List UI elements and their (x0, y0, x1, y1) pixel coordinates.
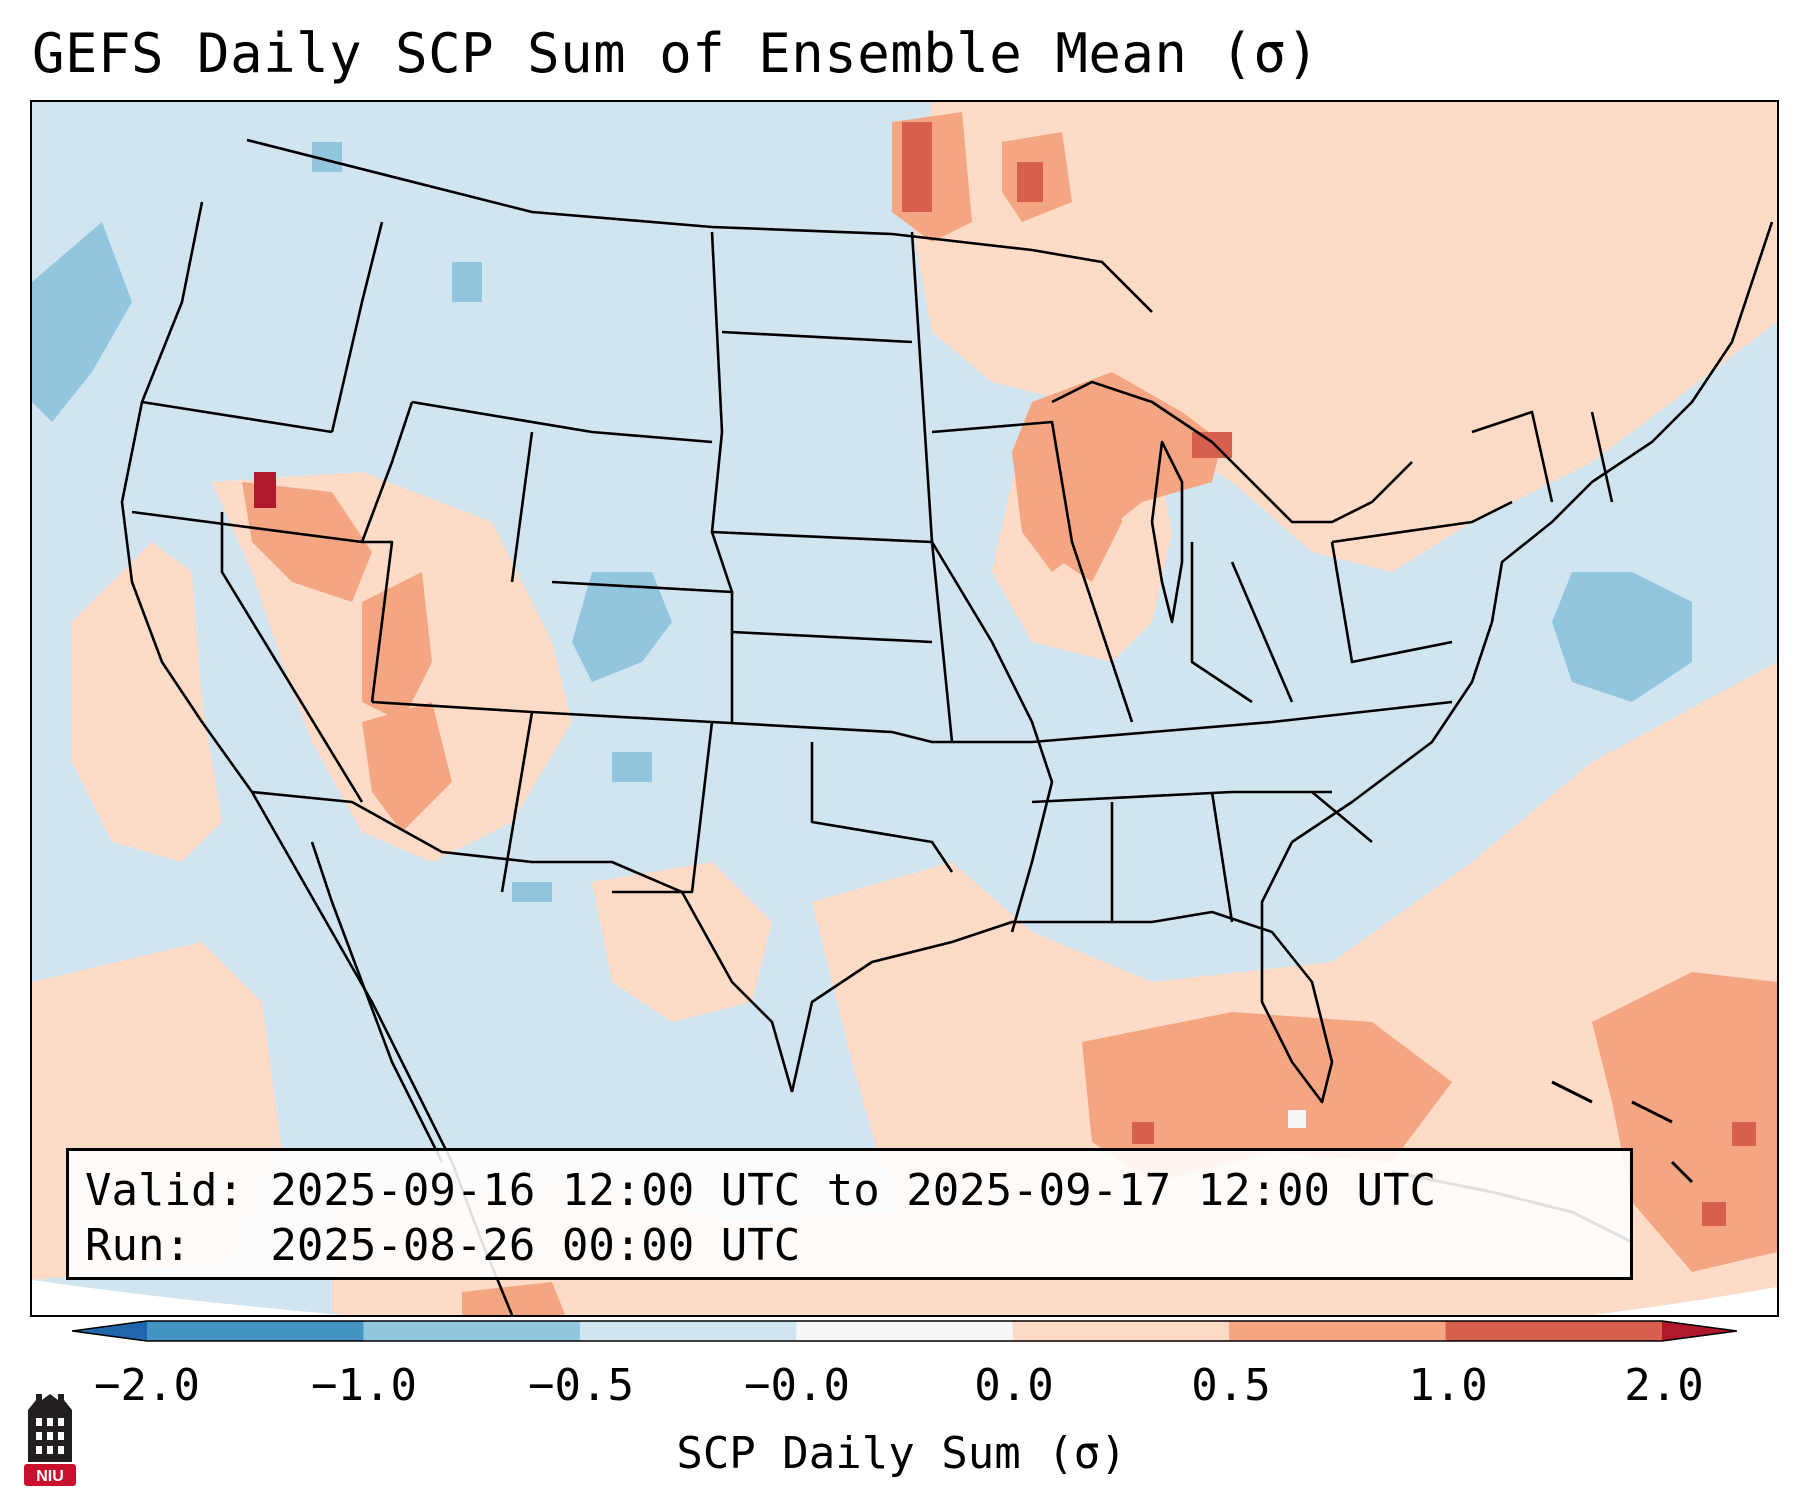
valid-time-text: Valid: 2025-09-16 12:00 UTC to 2025-09-1… (85, 1165, 1437, 1216)
tick-label: 1.0 (1408, 1360, 1488, 1411)
border-great-lakes (1051, 380, 1413, 524)
map-panel (30, 100, 1779, 1317)
logo-red-band (24, 1464, 76, 1486)
border-ohio-pa (1230, 541, 1453, 703)
border-us-mexico (251, 790, 794, 1093)
colorbar (72, 1320, 1737, 1342)
strong-cell-michigan (1192, 432, 1232, 458)
near-zero-cell (1288, 1110, 1306, 1128)
mid-region-south-bottom (462, 1282, 566, 1315)
tick-label: 2.0 (1624, 1360, 1704, 1411)
mid-region-arizona (362, 702, 452, 832)
anomaly-mid-negative (32, 142, 1692, 902)
tick-label: −0.0 (744, 1360, 850, 1411)
border-wa-or (141, 400, 333, 434)
border-tn-south (1031, 790, 1373, 923)
strong-cell-atlantic-1 (1732, 1122, 1756, 1146)
border-id (330, 221, 414, 543)
chart-title: GEFS Daily SCP Sum of Ensemble Mean (σ) (32, 22, 1320, 85)
colorbar-bin (147, 1321, 364, 1341)
pos-region-california-coast (72, 542, 222, 862)
logo-windows-icon (36, 1418, 64, 1454)
bahamas (1551, 1080, 1694, 1184)
mid-region-wisconsin (1042, 432, 1122, 582)
strong-cell-gulf (1132, 1122, 1154, 1144)
border-canada-us (246, 138, 1153, 313)
colorbar-under-arrow (72, 1321, 147, 1341)
border-nv-ut (362, 540, 394, 703)
border-northeast (1331, 410, 1614, 544)
coast-gulf (790, 841, 1334, 1104)
run-time-text: Run: 2025-08-26 00:00 UTC (85, 1220, 801, 1271)
border-nm-tx (612, 720, 1032, 894)
border-plains (711, 231, 954, 743)
colorbar-bins (147, 1321, 1663, 1341)
neg-region-pacific-nw (32, 222, 132, 422)
neg-region-colorado (572, 572, 672, 682)
strong-cell-manitoba (1017, 162, 1043, 202)
border-az-nm (500, 711, 534, 893)
border-tn-ky (1031, 700, 1453, 744)
anomaly-extreme-positive (254, 472, 276, 508)
border-nd-sd (710, 231, 734, 593)
strong-cell-dakota (902, 122, 932, 212)
border-ok-tx (810, 742, 954, 873)
border-wy-co (510, 431, 534, 583)
colorbar-bin (796, 1321, 1014, 1341)
border-or-ca (131, 510, 363, 544)
baja-peninsula (310, 841, 444, 1163)
neg-region-atlantic (1552, 572, 1692, 702)
colorbar-bin (1229, 1321, 1447, 1341)
colorbar-bin (579, 1321, 797, 1341)
valid-run-info-box: Valid: 2025-09-16 12:00 UTC to 2025-09-1… (66, 1148, 1633, 1280)
tick-label: −2.0 (94, 1360, 200, 1411)
pos-region-canada-northeast (912, 102, 1777, 572)
colorbar-bin (1012, 1321, 1230, 1341)
pos-region-texas-patches (592, 862, 772, 1022)
border-midwest (931, 420, 1253, 723)
colorbar-bin (1445, 1321, 1663, 1341)
mid-region-atlantic (1592, 972, 1777, 1272)
mid-region-gulf (1082, 1012, 1452, 1182)
neg-cell-nm (612, 752, 652, 782)
anomaly-strong-positive (902, 122, 1756, 1226)
lake-michigan (1150, 440, 1184, 624)
logo-text: NIU (36, 1468, 64, 1485)
colorbar-bin (363, 1321, 581, 1341)
tick-label: −1.0 (311, 1360, 417, 1411)
colorbar-outline (72, 1320, 1737, 1342)
anomaly-mid-positive (242, 112, 1777, 1315)
neg-cell-idaho (452, 262, 482, 302)
mid-region-utah (362, 572, 432, 722)
tick-label: −0.5 (528, 1360, 634, 1411)
neg-cell-mexico (512, 882, 552, 902)
map-svg (32, 102, 1777, 1315)
tick-label: 0.5 (1191, 1360, 1271, 1411)
mid-region-nevada (242, 482, 372, 602)
state-boundaries (120, 138, 1774, 1315)
colorbar-label: SCP Daily Sum (σ) (676, 1428, 1127, 1479)
tick-label: 0.0 (974, 1360, 1054, 1411)
border-mississippi (930, 541, 1054, 933)
logo-tower-icon (28, 1394, 72, 1462)
niu-logo: NIU (24, 1394, 76, 1486)
coast-atlantic (1291, 221, 1774, 844)
border-mt-wy (411, 400, 713, 444)
colorbar-over-arrow (1662, 1321, 1737, 1341)
extreme-cell-nevada (254, 472, 276, 508)
border-ca-nv (220, 512, 364, 803)
colorbar-ticks: −2.0 −1.0 −0.5 −0.0 0.0 0.5 1.0 2.0 (0, 1360, 1803, 1420)
strong-cell-atlantic-2 (1702, 1202, 1726, 1226)
